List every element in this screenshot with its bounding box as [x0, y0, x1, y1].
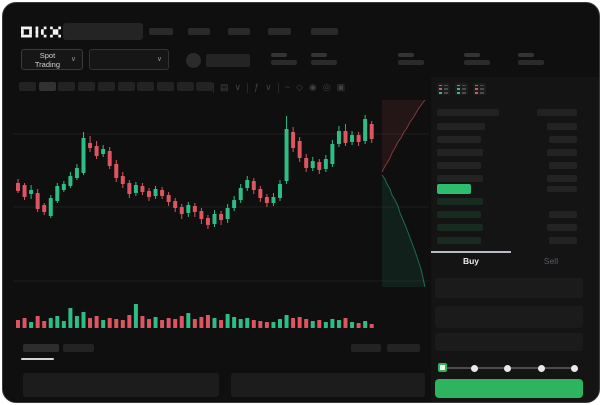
interval-button[interactable] [117, 82, 135, 91]
orderbook-header-placeholder [437, 109, 499, 116]
ask-row-size[interactable] [547, 149, 577, 156]
ask-row-price[interactable] [437, 149, 483, 156]
book-bids-icon[interactable] [455, 83, 468, 95]
bottom-tab[interactable] [23, 344, 59, 352]
bid-row-size[interactable] [549, 237, 577, 244]
bid-row-price[interactable] [437, 198, 483, 205]
ticker-value-placeholder [311, 60, 337, 65]
ticker-value-placeholder [271, 60, 297, 65]
draw-tool-icon[interactable]: ◇ [295, 82, 303, 92]
last-price-size [547, 186, 577, 192]
line-tool-icon[interactable]: ~ [284, 82, 290, 92]
trade-sidebar: Buy Sell [431, 77, 599, 402]
search-input[interactable] [63, 23, 143, 40]
ask-row-size[interactable] [549, 162, 577, 169]
book-combined-icon[interactable] [437, 83, 450, 95]
ticker-value-placeholder [398, 60, 424, 65]
interval-button[interactable] [156, 82, 174, 91]
bid-row-size[interactable] [549, 211, 577, 218]
slider-stop[interactable] [470, 364, 478, 372]
place-order-button[interactable] [435, 379, 583, 398]
bid-row-size[interactable] [547, 224, 577, 231]
ask-row-price[interactable] [437, 136, 481, 143]
screenshot-icon[interactable]: ◉ [308, 82, 317, 92]
interval-button[interactable] [97, 82, 115, 91]
pair-selector-dropdown[interactable]: ∨ [89, 49, 169, 70]
ask-row-price[interactable] [437, 162, 481, 169]
ticker-value-placeholder [518, 60, 544, 65]
slider-stop[interactable] [571, 364, 578, 372]
pair-name-placeholder [206, 54, 250, 67]
tab-sell[interactable]: Sell [543, 256, 559, 266]
last-price-bar[interactable] [437, 184, 471, 194]
order-form-field[interactable] [435, 306, 583, 328]
buy-sell-tabs: Buy Sell [431, 251, 599, 273]
nav-item[interactable] [149, 28, 173, 35]
tab-buy[interactable]: Buy [462, 256, 480, 266]
active-bottom-tab-underline [21, 358, 54, 360]
nav-item[interactable] [228, 28, 250, 35]
chart-type-icon[interactable]: ▤ [220, 82, 229, 92]
divider [213, 82, 214, 93]
slider-stop[interactable] [504, 364, 511, 372]
indicators-icon[interactable]: ƒ [254, 82, 260, 92]
interval-button[interactable] [176, 82, 194, 91]
amount-slider[interactable] [438, 363, 578, 372]
orderbook-header-placeholder [537, 109, 577, 116]
bottom-link[interactable] [387, 344, 420, 352]
ask-row-size[interactable] [547, 175, 577, 182]
fullscreen-icon[interactable]: ▣ [336, 82, 346, 92]
bid-row-price[interactable] [437, 224, 483, 231]
chart-settings-icon[interactable]: ◎ [322, 82, 331, 92]
ticker-label-placeholder [518, 53, 534, 57]
active-tab-indicator [431, 251, 511, 253]
ask-row-size[interactable] [547, 123, 577, 130]
nav-item[interactable] [188, 28, 210, 35]
order-form-field[interactable] [435, 278, 583, 298]
interval-button[interactable] [58, 82, 76, 91]
chart-tools: ▤ ∨ ƒ ∨ ~ ◇ ◉ ◎ ▣ [213, 81, 345, 94]
interval-button[interactable] [19, 82, 36, 91]
divider [277, 82, 279, 93]
ticker-label-placeholder [398, 53, 414, 57]
chevron-down-icon[interactable]: ∨ [234, 82, 242, 92]
ask-row-size[interactable] [549, 136, 577, 143]
interval-button[interactable] [38, 82, 56, 91]
interval-button[interactable] [196, 82, 214, 91]
ticker-label-placeholder [464, 53, 480, 57]
bid-row-price[interactable] [437, 237, 481, 244]
interval-button[interactable] [78, 82, 96, 91]
nav-item[interactable] [268, 28, 291, 35]
bottom-link[interactable] [351, 344, 381, 352]
book-asks-icon[interactable] [473, 83, 486, 95]
candlestick-chart[interactable] [11, 97, 433, 335]
ask-row-price[interactable] [437, 175, 483, 182]
ticker-label-placeholder [271, 53, 287, 57]
order-form-field[interactable] [435, 333, 583, 351]
ticker-label-placeholder [311, 53, 327, 57]
bottom-panel-placeholder [23, 373, 219, 397]
chevron-down-icon: ∨ [156, 56, 162, 63]
ticker-value-placeholder [464, 60, 490, 65]
bottom-tab[interactable] [63, 344, 94, 352]
bid-row-price[interactable] [437, 211, 481, 218]
slider-handle[interactable] [438, 363, 447, 372]
market-type-label: Spot Trading [34, 50, 61, 69]
ask-row-price[interactable] [437, 123, 485, 130]
chevron-down-icon: ∨ [70, 56, 76, 63]
slider-stop[interactable] [537, 364, 545, 372]
okx-logo [21, 26, 61, 38]
divider [247, 82, 249, 93]
chevron-down-icon[interactable]: ∨ [265, 82, 272, 92]
nav-item[interactable] [311, 28, 338, 35]
market-type-dropdown[interactable]: Spot Trading ∨ [21, 49, 83, 70]
bottom-panel-placeholder [231, 373, 425, 397]
coin-icon [186, 53, 201, 68]
orderbook-view-toggles [437, 83, 486, 95]
interval-button[interactable] [137, 82, 155, 91]
